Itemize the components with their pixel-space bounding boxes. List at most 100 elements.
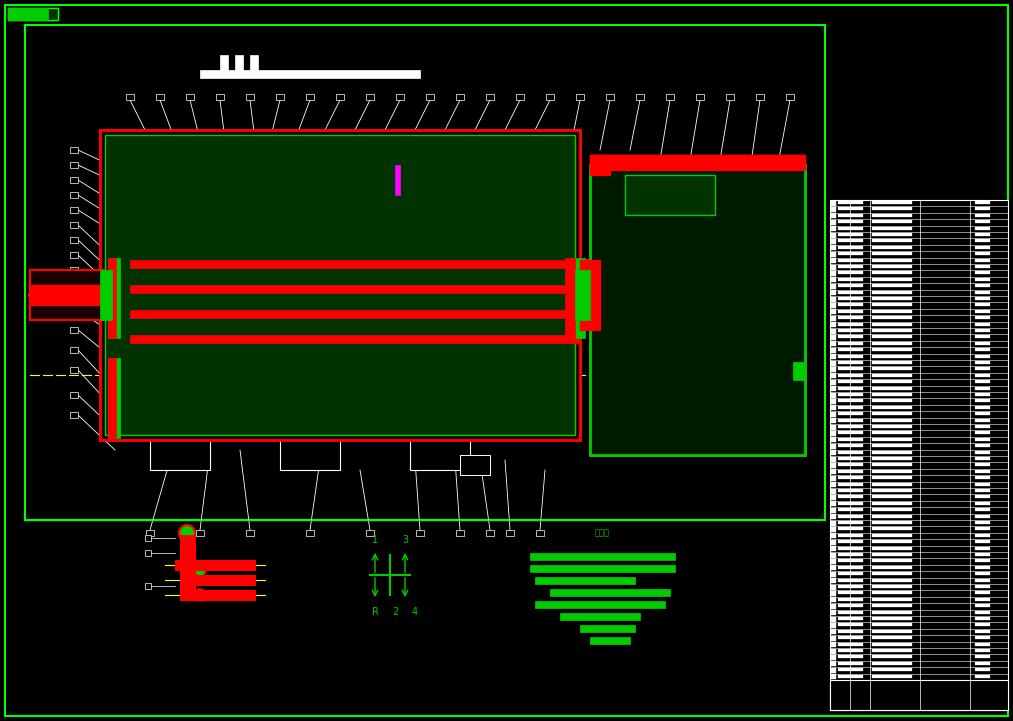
Circle shape <box>645 310 745 410</box>
Bar <box>366 94 374 100</box>
Bar <box>156 94 164 100</box>
Circle shape <box>353 257 357 261</box>
Circle shape <box>274 300 278 304</box>
Bar <box>831 348 836 353</box>
Bar <box>336 94 344 100</box>
Bar <box>838 226 863 229</box>
Bar <box>831 200 836 205</box>
Bar <box>975 598 990 601</box>
Bar <box>872 521 912 524</box>
Bar <box>831 489 836 493</box>
Circle shape <box>322 250 326 255</box>
Circle shape <box>253 307 257 311</box>
Circle shape <box>259 259 281 281</box>
Bar <box>975 482 990 486</box>
Bar <box>872 233 912 236</box>
Bar <box>872 451 912 454</box>
Bar <box>636 94 644 100</box>
Circle shape <box>283 307 287 311</box>
Bar <box>535 577 635 584</box>
Bar <box>838 317 863 319</box>
Circle shape <box>387 268 391 272</box>
Bar <box>872 438 912 441</box>
Bar <box>831 443 836 448</box>
Bar <box>975 534 990 537</box>
Bar <box>30 270 105 320</box>
Bar <box>486 94 494 100</box>
Text: 2: 2 <box>392 607 398 617</box>
Bar <box>975 220 990 224</box>
Bar <box>975 297 990 300</box>
Bar <box>838 566 863 569</box>
Bar <box>70 347 78 353</box>
Text: 正视图: 正视图 <box>595 528 610 537</box>
Bar <box>838 246 863 249</box>
Bar <box>872 431 912 434</box>
Bar <box>250 55 258 75</box>
Bar <box>838 342 863 345</box>
Bar <box>100 270 112 320</box>
Bar <box>831 360 836 366</box>
Bar <box>838 675 863 678</box>
Bar <box>838 451 863 454</box>
Circle shape <box>219 250 223 255</box>
Bar <box>831 642 836 647</box>
Bar <box>145 583 151 589</box>
Bar <box>70 267 78 273</box>
Bar <box>831 629 836 634</box>
Bar <box>145 535 151 541</box>
Bar <box>975 380 990 383</box>
Bar <box>838 540 863 543</box>
Bar <box>872 585 912 588</box>
Bar <box>831 661 836 666</box>
Bar <box>872 636 912 640</box>
Bar <box>872 412 912 415</box>
Bar <box>838 361 863 364</box>
Bar <box>831 329 836 334</box>
Bar <box>530 565 675 572</box>
Bar <box>872 386 912 389</box>
Circle shape <box>402 250 406 255</box>
Bar <box>975 540 990 543</box>
Bar <box>872 617 912 620</box>
Bar <box>838 662 863 665</box>
Bar <box>786 94 794 100</box>
Circle shape <box>388 248 432 292</box>
Bar <box>975 553 990 556</box>
Bar <box>975 278 990 280</box>
Bar <box>872 252 912 255</box>
Bar <box>838 252 863 255</box>
Bar <box>872 329 912 332</box>
Bar <box>130 335 580 343</box>
Circle shape <box>634 189 646 201</box>
Bar <box>975 611 990 614</box>
Bar <box>590 165 805 455</box>
Bar <box>975 515 990 518</box>
Bar <box>831 674 836 679</box>
Bar <box>975 406 990 409</box>
Bar <box>975 399 990 402</box>
Circle shape <box>228 307 232 311</box>
Bar <box>831 265 836 270</box>
Bar <box>838 495 863 498</box>
Bar <box>975 642 990 645</box>
Text: 1: 1 <box>372 535 378 545</box>
Bar <box>625 175 715 215</box>
Circle shape <box>287 318 291 322</box>
Bar <box>70 307 78 313</box>
Bar <box>975 572 990 575</box>
Circle shape <box>274 286 278 290</box>
Bar <box>872 220 912 224</box>
Circle shape <box>413 250 417 255</box>
Bar <box>838 297 863 300</box>
Bar <box>831 252 836 257</box>
Bar <box>838 521 863 524</box>
Bar <box>838 515 863 518</box>
Bar <box>831 354 836 359</box>
Bar <box>872 495 912 498</box>
Bar <box>838 591 863 594</box>
Bar <box>872 668 912 671</box>
Bar <box>180 535 194 590</box>
Bar <box>975 239 990 242</box>
Bar <box>831 597 836 602</box>
